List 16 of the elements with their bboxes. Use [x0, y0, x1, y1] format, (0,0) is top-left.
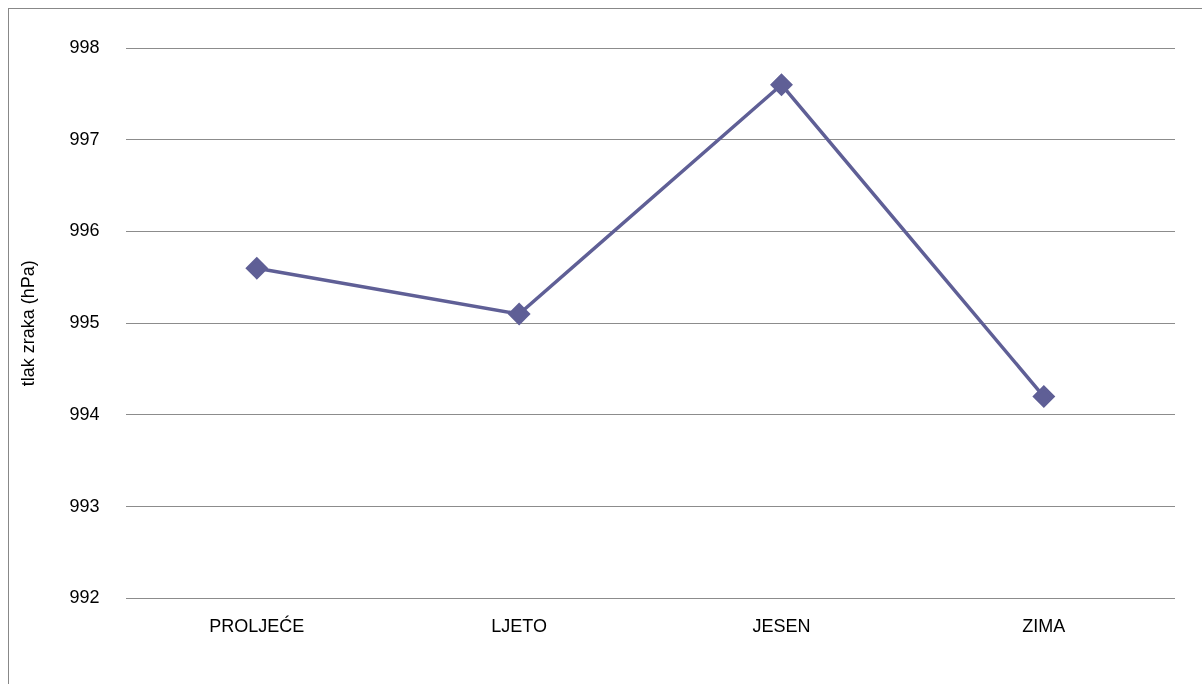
- point: [1033, 385, 1055, 408]
- y-tick-label: 997: [69, 128, 100, 149]
- y-tick-label: 996: [69, 220, 100, 241]
- x-tick-label: PROLJEĆE: [209, 615, 305, 637]
- y-tick-label: 995: [69, 312, 100, 333]
- y-tick-label: 992: [69, 587, 100, 608]
- point: [246, 257, 268, 279]
- y-axis-title: tlak zraka (hPa): [17, 260, 38, 387]
- point: [508, 303, 530, 325]
- x-tick-label: JESEN: [752, 616, 811, 637]
- y-tick-label: 998: [69, 36, 100, 57]
- y-tick-label: 994: [69, 403, 100, 424]
- y-tick-label: 993: [69, 495, 100, 516]
- x-tick-label: LJETO: [491, 616, 547, 637]
- x-tick-label: ZIMA: [1022, 616, 1066, 637]
- point: [770, 73, 793, 96]
